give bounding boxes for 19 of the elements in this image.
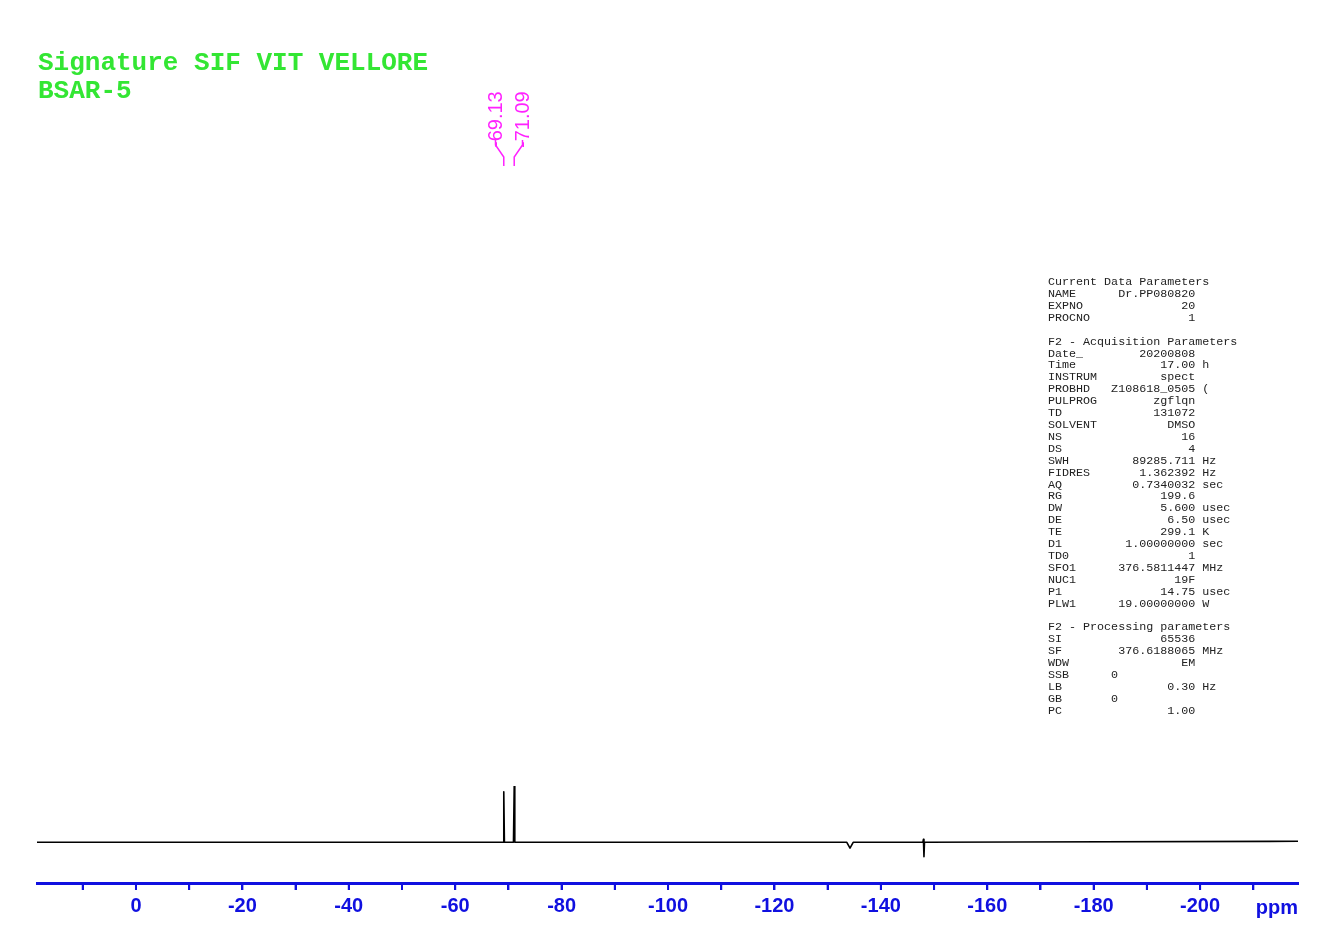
x-axis-title: ppm <box>1255 895 1298 918</box>
annotation: -69.13 <box>484 91 507 148</box>
x-tick-label: -200 <box>1180 893 1221 916</box>
chart-title: Signature SIF VIT VELLORE <box>38 48 429 78</box>
x-tick-label: 0 <box>130 893 142 916</box>
x-tick-label: -120 <box>754 893 795 916</box>
text: Current Data Parameters NAME Dr.PP080820 EXPNO 20 PROCNO 1 <box>1048 275 1211 325</box>
text: F2 - Processing parameters SI 65536 SF 376.6188065 MHz WDW EM SSB 0 LB 0.30 Hz GB 0 PC 1.00 <box>1048 620 1232 718</box>
x-tick-label: -40 <box>334 893 364 916</box>
x-tick-label: -180 <box>1073 893 1114 916</box>
annotation: -71.09 <box>511 91 534 148</box>
x-tick-label: -100 <box>648 893 689 916</box>
chart-subtitle: BSAR-5 <box>38 76 132 106</box>
x-tick-label: -160 <box>967 893 1008 916</box>
x-tick-label: -60 <box>440 893 470 916</box>
x-tick-label: -140 <box>860 893 901 916</box>
x-tick-label: -80 <box>547 893 577 916</box>
x-tick-label: -20 <box>227 893 257 916</box>
text: F2 - Acquisition Parameters Date_ 20200808 Time 17.00 h INSTRUM spect PROBHD Z108618_0505 ( PULPROG zgflqn TD 131072 SOLVENT DMSO NS 16 DS 4 SWH 89285.711 Hz FIDRES 1.362392 Hz AQ 0.7340032 sec RG 199.6 DW 5.600 usec DE 6.50 usec TE 299.1 K D1 1.00000000 sec TD0 1 SFO1 376.5811447 MHz NUC1 19F P1 14.75 usec PLW1 19.00000000 W <box>1048 334 1238 611</box>
